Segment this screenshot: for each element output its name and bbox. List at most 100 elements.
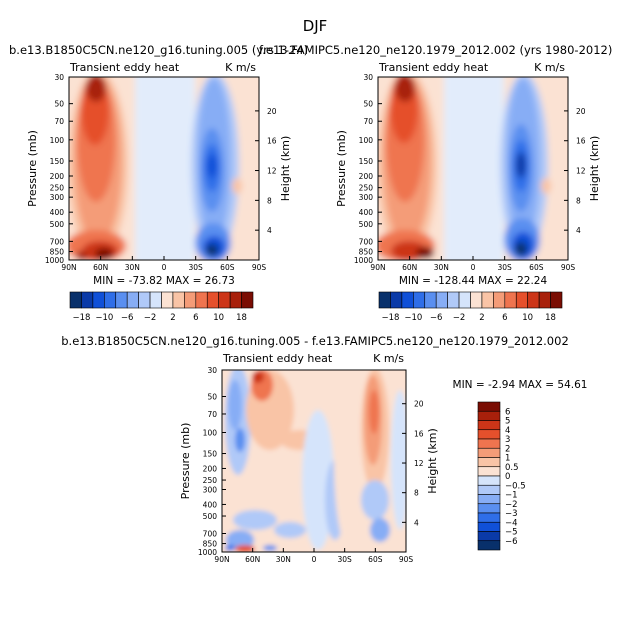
panel-diff-subtitle-left: Transient eddy heat: [222, 352, 333, 365]
colorbar-label: 2: [479, 313, 484, 323]
y-tick-label: 500: [50, 220, 65, 229]
colorbar-label: 18: [545, 313, 556, 323]
colorbar-label: 10: [522, 313, 533, 323]
x-tick-label: 90N: [61, 263, 76, 272]
x-tick-label: 30N: [434, 263, 449, 272]
height-tick-label: 4: [414, 518, 419, 527]
panel-obs-subtitle-right: K m/s: [534, 61, 565, 74]
colorbar-box: [470, 291, 483, 309]
x-tick-label: 90N: [214, 555, 229, 564]
height-tick-label: 12: [576, 167, 586, 176]
panel-obs: f.e13.FAMIPC5.ne120_ne120.1979_2012.002 …: [259, 43, 612, 323]
colorbar-box: [81, 291, 94, 309]
y-tick-label: 70: [363, 117, 373, 126]
colorbar-box: [104, 291, 117, 309]
panel-model-subtitle-right: K m/s: [225, 61, 256, 74]
colorbar-box: [229, 291, 242, 309]
panel-obs-axes: 3050701001502002503004005007008501000Pre…: [335, 73, 601, 272]
height-tick-label: 20: [414, 400, 424, 409]
y-tick-label: 850: [359, 248, 374, 257]
colorbar-box: [149, 291, 162, 309]
y-tick-label: 200: [50, 172, 65, 181]
colorbar-label: −3: [505, 509, 518, 519]
colorbar-label: −4: [505, 518, 518, 528]
panel-model-minmax: MIN = -73.82 MAX = 26.73: [93, 275, 235, 287]
panel-model-field: [69, 77, 259, 260]
colorbar-box: [241, 291, 254, 309]
y-axis-label: Pressure (mb): [26, 130, 39, 207]
colorbar-box: [172, 291, 185, 309]
colorbar-box: [413, 291, 426, 309]
colorbar-box: [401, 291, 414, 309]
colorbar-box: [195, 291, 208, 309]
y-tick-label: 30: [207, 366, 217, 375]
y-axis-label-right: Height (km): [426, 428, 439, 494]
colorbar-box: [69, 291, 82, 309]
colorbar-box: [477, 494, 501, 505]
x-tick-label: 90S: [252, 263, 267, 272]
panel-diff-axes: 3050701001502002503004005007008501000Pre…: [179, 366, 439, 564]
panel-model-axes: 3050701001502002503004005007008501000Pre…: [26, 73, 292, 272]
y-tick-label: 200: [359, 172, 374, 181]
colorbar-box: [161, 291, 174, 309]
colorbar-box: [424, 291, 437, 309]
y-tick-label: 70: [207, 410, 217, 419]
colorbar-label: 2: [170, 313, 175, 323]
y-tick-label: 850: [50, 248, 65, 257]
colorbar-label: −6: [430, 313, 443, 323]
y-tick-label: 300: [359, 193, 374, 202]
x-tick-label: 30S: [498, 263, 513, 272]
y-tick-label: 150: [50, 157, 65, 166]
x-tick-label: 0: [162, 263, 167, 272]
x-tick-label: 90S: [399, 555, 414, 564]
colorbar-box: [477, 420, 501, 431]
y-tick-label: 70: [54, 117, 64, 126]
y-tick-label: 400: [50, 208, 65, 217]
colorbar-label: −2: [144, 313, 157, 323]
y-tick-label: 1000: [45, 256, 64, 265]
panel-model-colorbar: −18 −10 −6 −2 2 6 10 18: [69, 291, 254, 323]
height-tick-label: 8: [576, 196, 581, 205]
colorbar-box: [493, 291, 506, 309]
height-tick-label: 12: [414, 459, 424, 468]
x-tick-label: 90N: [370, 263, 385, 272]
colorbar-label: 5: [505, 417, 510, 427]
x-tick-label: 30N: [125, 263, 140, 272]
colorbar-box: [218, 291, 231, 309]
y-axis-label-right: Height (km): [588, 136, 601, 202]
colorbar-box: [477, 457, 501, 468]
colorbar-label: −2: [453, 313, 466, 323]
colorbar-box: [477, 540, 501, 551]
colorbar-label: 6: [502, 313, 507, 323]
x-tick-label: 90S: [561, 263, 576, 272]
colorbar-box: [477, 512, 501, 523]
y-tick-label: 700: [50, 237, 65, 246]
y-axis-label: Pressure (mb): [179, 423, 192, 500]
y-tick-label: 100: [359, 136, 374, 145]
colorbar-box: [138, 291, 151, 309]
panel-obs-header: f.e13.FAMIPC5.ne120_ne120.1979_2012.002 …: [259, 43, 612, 57]
colorbar-box: [550, 291, 563, 309]
x-tick-label: 60N: [245, 555, 260, 564]
colorbar-box: [477, 503, 501, 514]
colorbar-label: −6: [121, 313, 134, 323]
colorbar-box: [378, 291, 391, 309]
colorbar-box: [477, 475, 501, 486]
colorbar-box: [477, 531, 501, 542]
colorbar-box: [184, 291, 197, 309]
y-tick-label: 50: [363, 100, 373, 109]
height-tick-label: 16: [576, 137, 586, 146]
y-tick-label: 300: [203, 486, 218, 495]
colorbar-label: −1: [505, 491, 518, 501]
panel-obs-colorbar: −18 −10 −6 −2 2 6 10 18: [378, 291, 563, 323]
x-tick-label: 30N: [276, 555, 291, 564]
y-tick-label: 1000: [354, 256, 373, 265]
y-tick-label: 250: [359, 184, 374, 193]
colorbar-label: 18: [236, 313, 247, 323]
panel-diff-subtitle-right: K m/s: [373, 352, 404, 365]
colorbar-label: 4: [505, 426, 510, 436]
panel-model-header: b.e13.B1850C5CN.ne120_g16.tuning.005 (yr…: [9, 43, 308, 57]
height-tick-label: 20: [267, 107, 277, 116]
panel-diff-header: b.e13.B1850C5CN.ne120_g16.tuning.005 - f…: [61, 334, 569, 348]
page-title: DJF: [303, 17, 328, 35]
